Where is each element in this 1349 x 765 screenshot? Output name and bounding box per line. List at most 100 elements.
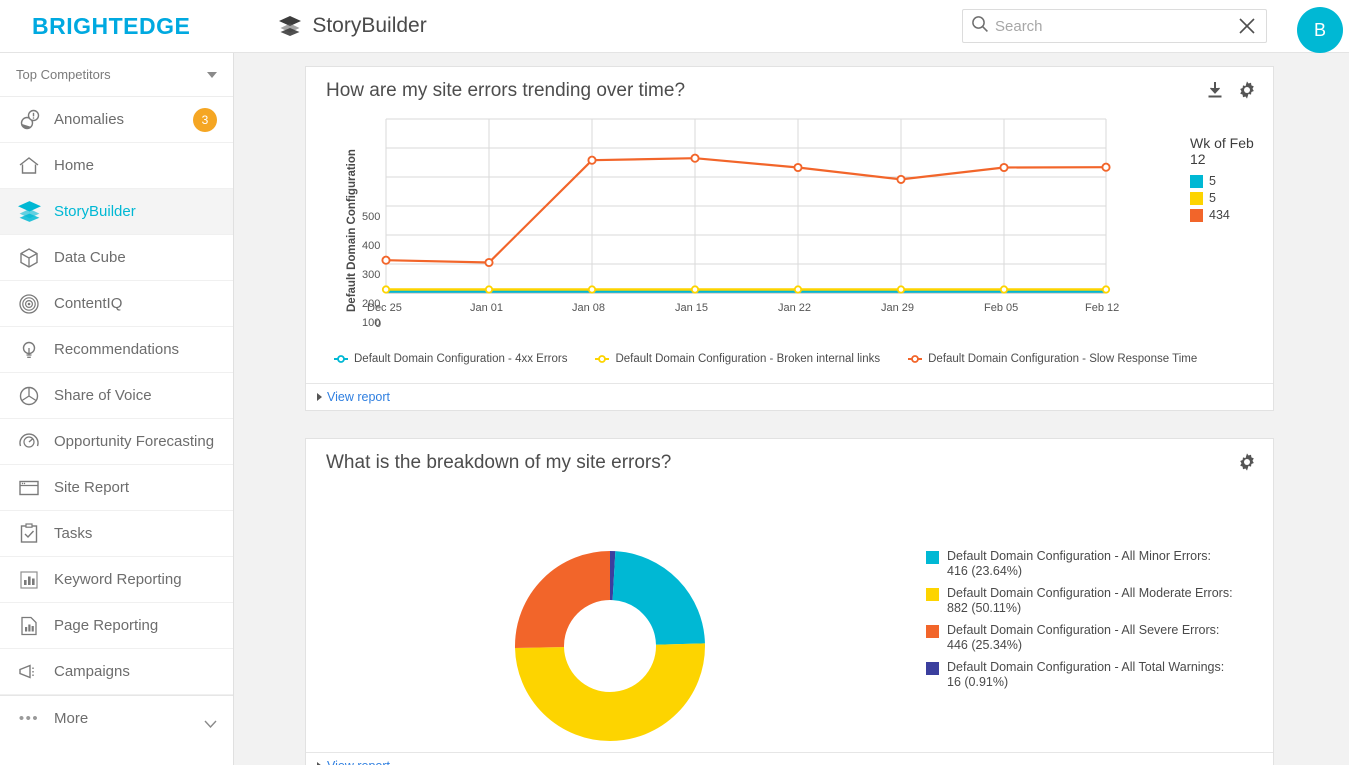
sidebar: Top Competitors Anomalies 3 Home — [0, 53, 234, 765]
legend-item[interactable]: Default Domain Configuration - Broken in… — [595, 353, 880, 365]
card-footer: View report — [306, 752, 1273, 765]
sidebar-item-label: ContentIQ — [54, 295, 123, 312]
legend-label-text: Default Domain Configuration - All Moder… — [947, 586, 1233, 600]
sidebar-item-label: Recommendations — [54, 341, 180, 358]
app-title: StoryBuilder — [278, 14, 427, 38]
x-tick-label: Feb 05 — [984, 302, 1019, 314]
ellipsis-icon: ••• — [18, 710, 40, 727]
line-chart-plot — [381, 118, 1111, 294]
window-icon — [16, 475, 42, 501]
legend-value: 434 — [1209, 208, 1230, 222]
main-content: How are my site errors trending over tim… — [234, 53, 1349, 765]
legend-label: Default Domain Configuration - All Total… — [947, 660, 1224, 690]
download-icon[interactable] — [1205, 80, 1225, 100]
chart-side-panel: Wk of Feb 12 5 5 434 — [1190, 135, 1273, 225]
gauge-icon — [16, 429, 42, 455]
sidebar-item-contentiq[interactable]: ContentIQ — [0, 281, 233, 327]
sidebar-item-label: Home — [54, 157, 95, 174]
legend-label-text: Default Domain Configuration - All Minor… — [947, 549, 1211, 563]
brightedge-logo[interactable]: BRIGHTEDGE — [32, 12, 191, 39]
gear-icon[interactable] — [1237, 452, 1257, 472]
legend-swatch — [926, 551, 939, 564]
legend-item[interactable]: Default Domain Configuration - All Sever… — [926, 623, 1236, 653]
chevron-down-icon — [204, 715, 217, 728]
sidebar-item-label: Opportunity Forecasting — [54, 433, 215, 450]
sidebar-item-label: Keyword Reporting — [54, 571, 182, 588]
x-tick-label: Jan 29 — [881, 302, 915, 314]
card-toolbar — [1237, 452, 1257, 472]
top-competitors-selector[interactable]: Top Competitors — [0, 53, 233, 97]
y-tick-label: 200 — [362, 298, 381, 310]
search-input[interactable] — [989, 17, 1236, 35]
legend-value-text: 16 (0.91%) — [947, 675, 1009, 689]
gear-icon[interactable] — [1237, 80, 1257, 100]
legend-value: 5 — [1209, 191, 1216, 205]
sidebar-item-campaigns[interactable]: Campaigns — [0, 649, 233, 695]
sidebar-item-home[interactable]: Home — [0, 143, 233, 189]
x-tick-label: Jan 01 — [470, 302, 504, 314]
sidebar-item-page-reporting[interactable]: Page Reporting — [0, 603, 233, 649]
app-title-label: StoryBuilder — [312, 14, 427, 37]
avatar[interactable]: B — [1297, 7, 1343, 53]
sidebar-item-anomalies[interactable]: Anomalies 3 — [0, 97, 233, 143]
legend-label-text: Default Domain Configuration - All Sever… — [947, 623, 1220, 637]
sidebar-item-opportunity-forecasting[interactable]: Opportunity Forecasting — [0, 419, 233, 465]
page-chart-icon — [16, 613, 42, 639]
legend-value-text: 416 (23.64%) — [947, 564, 1023, 578]
view-report-link[interactable]: View report — [327, 390, 390, 404]
legend-item[interactable]: Default Domain Configuration - All Total… — [926, 660, 1236, 690]
sidebar-item-label: Data Cube — [54, 249, 126, 266]
y-tick-label: 500 — [362, 211, 381, 223]
triangle-right-icon — [317, 762, 322, 765]
legend-label: Default Domain Configuration - All Moder… — [947, 586, 1233, 616]
legend-label: Default Domain Configuration - All Sever… — [947, 623, 1219, 653]
view-report-link[interactable]: View report — [327, 759, 390, 765]
stack-icon — [16, 199, 42, 225]
y-tick-label: 300 — [362, 269, 381, 281]
sidebar-item-recommendations[interactable]: Recommendations — [0, 327, 233, 373]
sidebar-item-keyword-reporting[interactable]: Keyword Reporting — [0, 557, 233, 603]
sidebar-item-label: More — [54, 710, 89, 727]
x-tick-label: Jan 15 — [675, 302, 709, 314]
clipboard-check-icon — [16, 521, 42, 547]
legend-label: Default Domain Configuration - Broken in… — [615, 353, 881, 365]
sidebar-item-label: Tasks — [54, 525, 93, 542]
sidebar-item-label: Anomalies — [54, 111, 125, 128]
legend-marker-icon — [908, 355, 923, 363]
legend-item[interactable]: Default Domain Configuration - All Moder… — [926, 586, 1236, 616]
sidebar-item-share-of-voice[interactable]: Share of Voice — [0, 373, 233, 419]
legend-item[interactable]: Default Domain Configuration - All Minor… — [926, 549, 1236, 579]
legend-item[interactable]: Default Domain Configuration - 4xx Error… — [334, 353, 567, 365]
side-panel-title: Wk of Feb 12 — [1190, 135, 1254, 167]
side-panel-row: 5 — [1190, 174, 1273, 188]
x-tick-label: Feb 12 — [1085, 302, 1120, 314]
search-box[interactable] — [962, 9, 1267, 43]
stack-icon — [278, 15, 302, 37]
sidebar-item-site-report[interactable]: Site Report — [0, 465, 233, 511]
sidebar-item-storybuilder[interactable]: StoryBuilder — [0, 189, 233, 235]
legend-item[interactable]: Default Domain Configuration - Slow Resp… — [908, 353, 1197, 365]
legend-marker-icon — [595, 355, 610, 363]
card-site-errors-trend: How are my site errors trending over tim… — [305, 66, 1274, 411]
card-toolbar — [1205, 80, 1257, 100]
sidebar-item-label: Page Reporting — [54, 617, 159, 634]
anomalies-icon — [16, 107, 42, 133]
legend-swatch — [926, 625, 939, 638]
bar-chart-icon — [16, 567, 42, 593]
legend-label: Default Domain Configuration - 4xx Error… — [354, 353, 568, 365]
sidebar-item-more[interactable]: ••• More — [0, 695, 233, 741]
legend-swatch — [1190, 208, 1203, 222]
page-title: What is the breakdown of my site errors? — [326, 452, 672, 473]
x-tick-label: Jan 08 — [572, 302, 606, 314]
close-icon[interactable] — [1236, 15, 1258, 37]
sidebar-item-tasks[interactable]: Tasks — [0, 511, 233, 557]
share-of-voice-icon — [16, 383, 42, 409]
side-panel-row: 5 — [1190, 191, 1273, 205]
y-axis-title: Default Domain Configuration — [346, 149, 358, 312]
side-panel-row: 434 — [1190, 208, 1273, 222]
contentiq-icon — [16, 291, 42, 317]
sidebar-item-label: Share of Voice — [54, 387, 152, 404]
sidebar-item-data-cube[interactable]: Data Cube — [0, 235, 233, 281]
donut-chart-plot — [515, 551, 705, 741]
status-badge: 3 — [193, 107, 217, 132]
